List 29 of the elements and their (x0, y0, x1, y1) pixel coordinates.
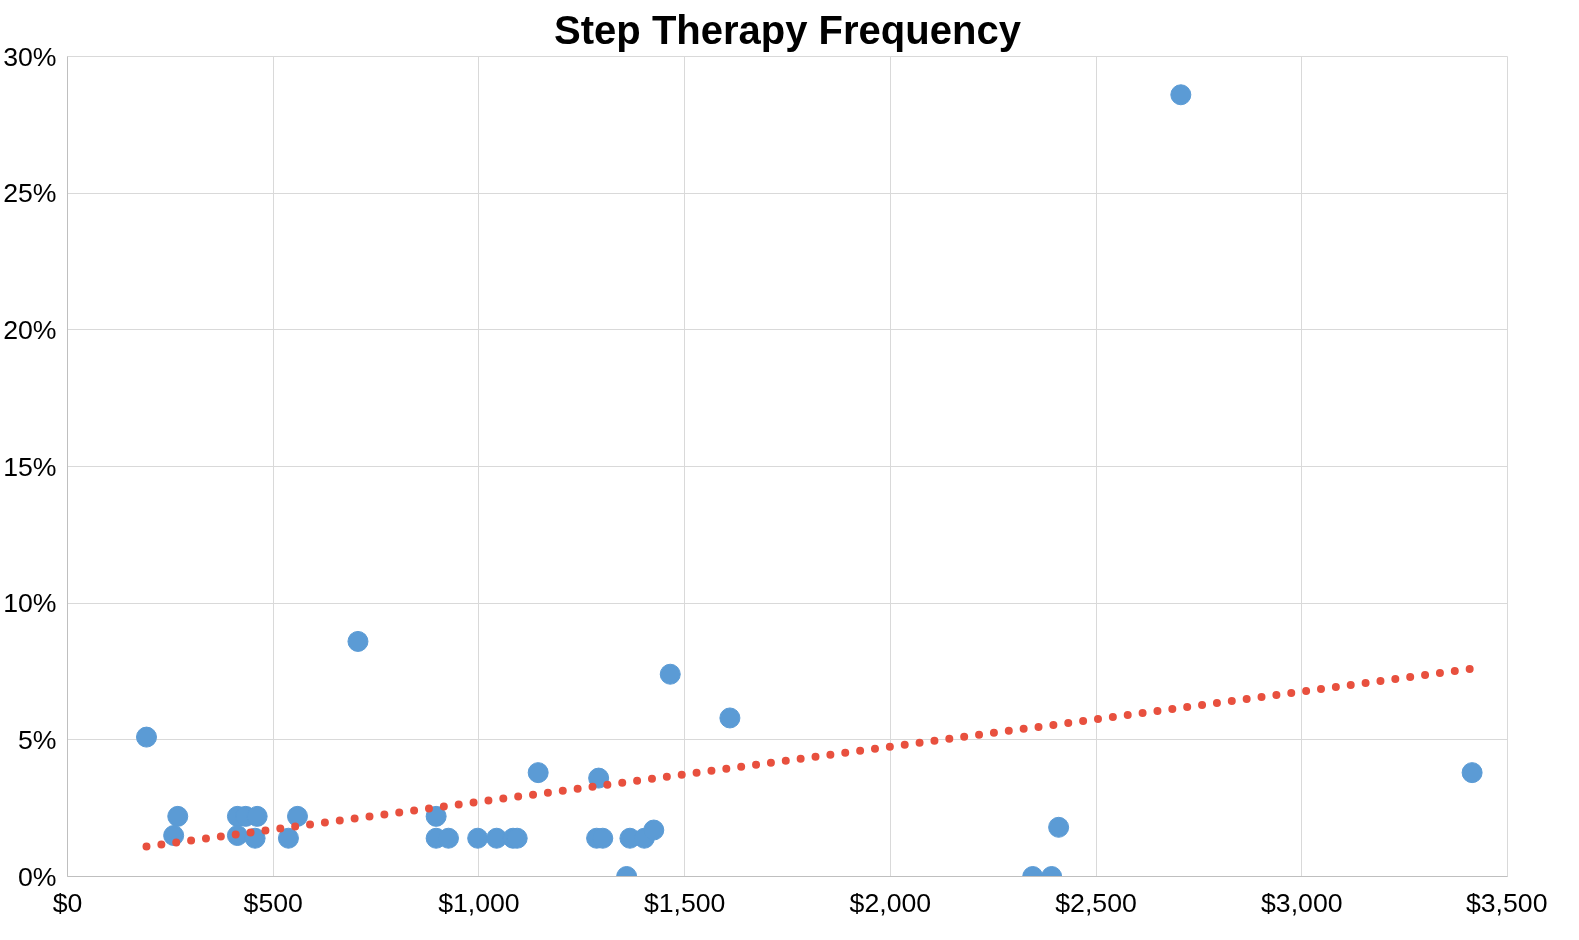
y-tick-label: 20% (3, 314, 57, 345)
x-tick-label: $500 (243, 887, 303, 918)
x-tick-label: $3,000 (1261, 887, 1343, 918)
point (135, 726, 157, 748)
point (425, 805, 447, 827)
y-tick-label: 30% (3, 41, 57, 72)
chart-title: Step Therapy Frequency (554, 7, 1022, 52)
y-tick-label: 25% (3, 178, 57, 209)
point (1170, 84, 1192, 106)
y-tick-label: 10% (3, 588, 57, 619)
point (347, 630, 369, 652)
x-tick-label: $1,500 (643, 887, 726, 918)
point (167, 805, 189, 827)
point (527, 762, 549, 784)
point (643, 819, 665, 841)
x-tick-label: $2,500 (1055, 887, 1137, 918)
y-tick-label: 15% (3, 451, 57, 482)
point (277, 827, 299, 849)
x-tick-label: $3,500 (1465, 887, 1548, 918)
x-tick-label: $1,000 (438, 887, 520, 918)
point (719, 707, 741, 729)
y-tick-label: 5% (17, 724, 57, 755)
point (1461, 762, 1483, 784)
point (1048, 816, 1070, 838)
point (467, 827, 489, 849)
point (286, 805, 308, 827)
point (659, 663, 681, 685)
x-tick-label: $2,000 (849, 887, 932, 918)
point (588, 767, 610, 789)
